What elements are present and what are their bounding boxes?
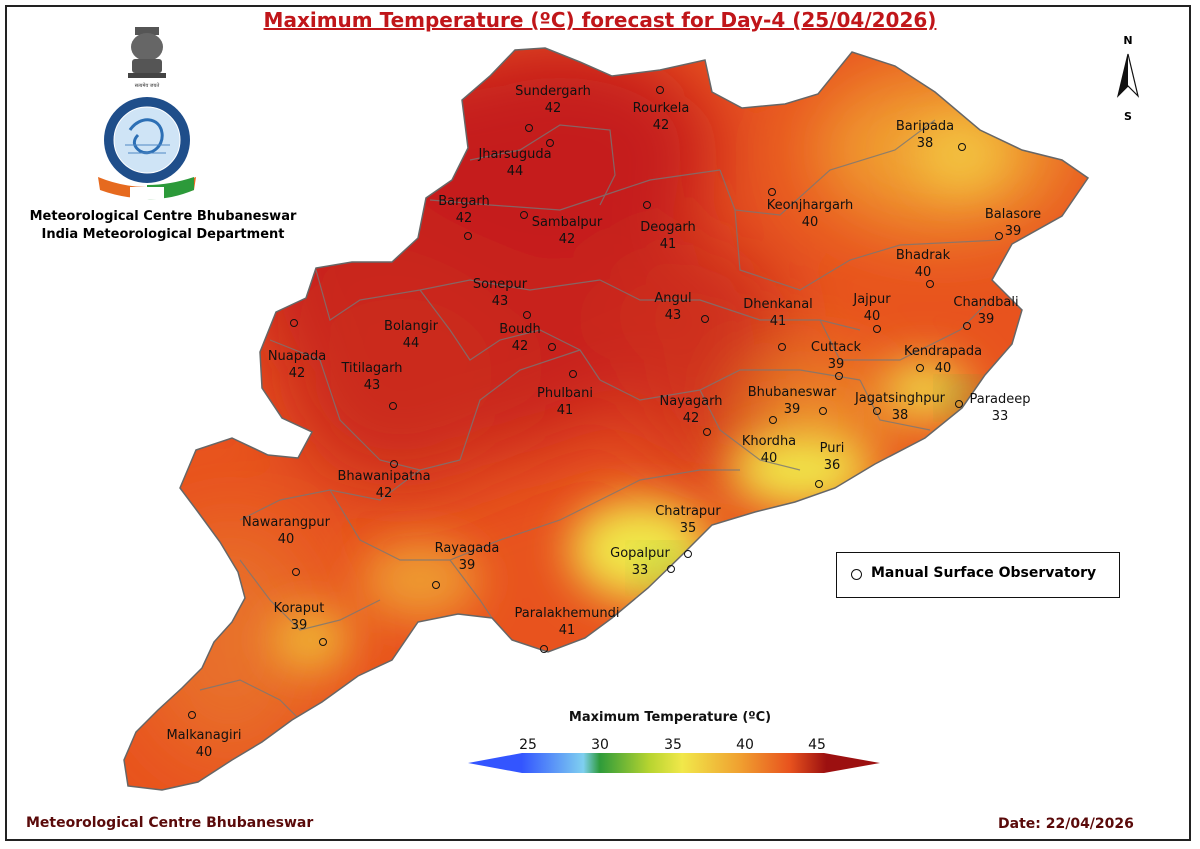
station-angul: Angul 43 <box>654 291 692 323</box>
colorbar-tick: 25 <box>519 737 537 753</box>
observatory-marker <box>540 645 548 653</box>
north-arrow-icon: N S <box>1116 34 1140 123</box>
station-bhubaneswar: Bhubaneswar 39 <box>747 385 837 417</box>
station-jajpur: Jajpur 40 <box>853 292 891 324</box>
footer-organization: Meteorological Centre Bhubaneswar <box>26 815 314 831</box>
observatory-marker <box>643 201 651 209</box>
station-sambalpur: Sambalpur 42 <box>531 215 603 247</box>
observatory-marker <box>701 315 709 323</box>
observatory-marker <box>319 638 327 646</box>
organization-block: Meteorological Centre Bhubaneswar India … <box>28 208 298 244</box>
observatory-legend: Manual Surface Observatory <box>836 552 1120 598</box>
observatory-marker <box>995 232 1003 240</box>
station-bolangir: Bolangir 44 <box>384 319 438 351</box>
observatory-marker <box>389 402 397 410</box>
colorbar-title: Maximum Temperature (ºC) <box>568 710 772 725</box>
observatory-marker <box>520 211 528 219</box>
station-sundergarh: Sundergarh 42 <box>515 84 591 116</box>
observatory-marker <box>464 232 472 240</box>
observatory-marker <box>819 407 827 415</box>
observatory-marker <box>546 139 554 147</box>
observatory-marker <box>523 311 531 319</box>
station-puri: Puri 36 <box>819 441 845 473</box>
station-nawarangpur: Nawarangpur 40 <box>242 515 330 547</box>
station-bargarh: Bargarh 42 <box>438 194 490 226</box>
observatory-marker <box>656 86 664 94</box>
station-kendrapada: Kendrapada 40 <box>903 344 983 376</box>
station-deogarh: Deogarh 41 <box>640 220 696 252</box>
station-gopalpur: Gopalpur 33 <box>610 546 670 578</box>
station-nuapada: Nuapada 42 <box>267 349 327 381</box>
station-balasore: Balasore 39 <box>984 207 1042 239</box>
station-boudh: Boudh 42 <box>499 322 541 354</box>
observatory-marker <box>873 325 881 333</box>
observatory-marker <box>955 400 963 408</box>
observatory-marker <box>963 322 971 330</box>
map-title: Maximum Temperature (ºC) forecast for Da… <box>263 8 937 32</box>
observatory-marker <box>778 343 786 351</box>
station-bhawanipatna: Bhawanipatna 42 <box>337 469 431 501</box>
station-rayagada: Rayagada 39 <box>434 541 500 573</box>
compass-north: N <box>1123 34 1132 47</box>
observatory-legend-label: Manual Surface Observatory <box>871 565 1097 581</box>
station-sonepur: Sonepur 43 <box>472 277 528 309</box>
svg-text:सत्यमेव जयते: सत्यमेव जयते <box>135 82 160 89</box>
colorbar-tick: 45 <box>808 737 826 753</box>
observatory-marker <box>432 581 440 589</box>
observatory-marker <box>768 188 776 196</box>
station-keonjhargarh: Keonjhargarh 40 <box>766 198 854 230</box>
imd-logo: सत्यमेव जयते <box>98 27 196 200</box>
footer-date: Date: 22/04/2026 <box>998 816 1134 832</box>
observatory-marker <box>815 480 823 488</box>
observatory-marker <box>548 343 556 351</box>
observatory-marker <box>525 124 533 132</box>
station-bhadrak: Bhadrak 40 <box>895 248 951 280</box>
station-nayagarh: Nayagarh 42 <box>659 394 723 426</box>
station-jagatsinghpur: Jagatsinghpur 38 <box>854 391 946 423</box>
station-paradeep: Paradeep 33 <box>969 392 1031 424</box>
observatory-marker <box>684 550 692 558</box>
observatory-marker <box>390 460 398 468</box>
colorbar-tick: 30 <box>591 737 609 753</box>
observatory-marker <box>290 319 298 327</box>
station-phulbani: Phulbani 41 <box>537 386 593 418</box>
observatory-legend-marker <box>851 569 862 580</box>
observatory-marker <box>916 364 924 372</box>
temperature-colorbar <box>468 753 880 773</box>
observatory-marker <box>292 568 300 576</box>
station-paralakhemundi: Paralakhemundi 41 <box>514 606 620 638</box>
observatory-marker <box>926 280 934 288</box>
observatory-marker <box>873 407 881 415</box>
observatory-marker <box>769 416 777 424</box>
station-titilagarh: Titilagarh 43 <box>341 361 403 393</box>
observatory-marker <box>667 565 675 573</box>
observatory-marker <box>569 370 577 378</box>
station-malkanagiri: Malkanagiri 40 <box>166 728 242 760</box>
compass-south: S <box>1124 110 1132 123</box>
station-khordha: Khordha 40 <box>741 434 797 466</box>
station-koraput: Koraput 39 <box>273 601 325 633</box>
station-rourkela: Rourkela 42 <box>632 101 690 133</box>
organization-line2: India Meteorological Department <box>41 227 285 242</box>
station-jharsuguda: Jharsuguda 44 <box>478 147 552 179</box>
station-baripada: Baripada 38 <box>895 119 955 151</box>
observatory-marker <box>958 143 966 151</box>
observatory-marker <box>835 372 843 380</box>
colorbar-tick: 35 <box>664 737 682 753</box>
station-dhenkanal: Dhenkanal 41 <box>743 297 813 329</box>
station-chatrapur: Chatrapur 35 <box>655 504 721 536</box>
organization-line1: Meteorological Centre Bhubaneswar <box>29 209 297 224</box>
observatory-marker <box>188 711 196 719</box>
observatory-marker <box>703 428 711 436</box>
station-chandbali: Chandbali 39 <box>953 295 1019 327</box>
station-cuttack: Cuttack 39 <box>810 340 862 372</box>
colorbar-tick: 40 <box>736 737 754 753</box>
